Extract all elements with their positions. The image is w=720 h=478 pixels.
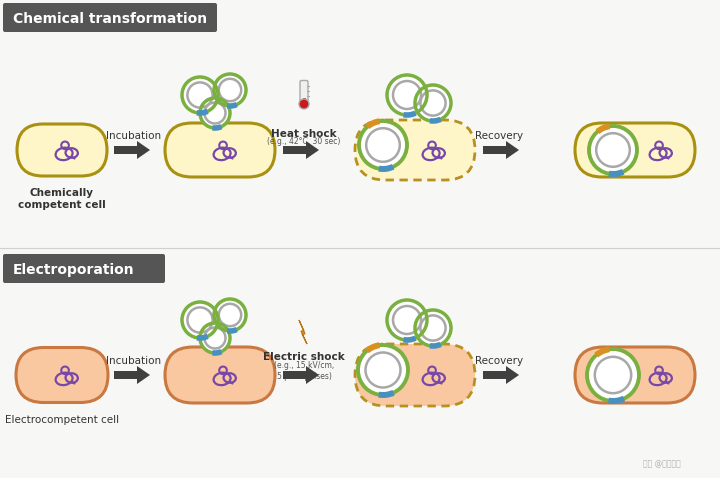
Text: Incubation: Incubation bbox=[107, 356, 161, 366]
Circle shape bbox=[359, 121, 407, 169]
Circle shape bbox=[299, 99, 309, 109]
Circle shape bbox=[219, 304, 241, 326]
Text: Recovery: Recovery bbox=[475, 356, 523, 366]
FancyBboxPatch shape bbox=[300, 80, 308, 104]
FancyBboxPatch shape bbox=[3, 3, 217, 32]
Circle shape bbox=[420, 90, 446, 116]
Polygon shape bbox=[283, 141, 319, 159]
Polygon shape bbox=[483, 141, 519, 159]
Circle shape bbox=[366, 352, 400, 388]
Circle shape bbox=[420, 315, 446, 341]
FancyBboxPatch shape bbox=[16, 348, 108, 402]
FancyBboxPatch shape bbox=[165, 347, 275, 403]
Circle shape bbox=[204, 102, 225, 123]
Polygon shape bbox=[114, 366, 150, 384]
Circle shape bbox=[393, 306, 421, 334]
Text: Recovery: Recovery bbox=[475, 131, 523, 141]
Circle shape bbox=[415, 85, 451, 121]
FancyBboxPatch shape bbox=[575, 347, 695, 403]
Circle shape bbox=[187, 307, 212, 333]
Text: 知乎 @红烧大海: 知乎 @红烧大海 bbox=[643, 459, 681, 468]
FancyBboxPatch shape bbox=[165, 123, 275, 177]
Polygon shape bbox=[483, 366, 519, 384]
Circle shape bbox=[595, 357, 631, 393]
Text: Electrocompetent cell: Electrocompetent cell bbox=[5, 415, 119, 425]
Circle shape bbox=[182, 77, 218, 113]
Circle shape bbox=[387, 75, 427, 115]
FancyBboxPatch shape bbox=[355, 120, 475, 180]
Circle shape bbox=[589, 126, 637, 174]
Text: (e.g., 15 kV/cm,
5 μsec pulses): (e.g., 15 kV/cm, 5 μsec pulses) bbox=[274, 361, 334, 380]
Circle shape bbox=[200, 323, 230, 353]
Circle shape bbox=[214, 74, 246, 106]
Text: Electric shock: Electric shock bbox=[263, 352, 345, 362]
Circle shape bbox=[187, 82, 212, 108]
Polygon shape bbox=[114, 141, 150, 159]
FancyBboxPatch shape bbox=[355, 344, 475, 406]
Circle shape bbox=[214, 299, 246, 331]
Circle shape bbox=[200, 98, 230, 128]
Circle shape bbox=[587, 349, 639, 401]
Circle shape bbox=[358, 345, 408, 395]
Text: Chemically
competent cell: Chemically competent cell bbox=[18, 188, 106, 209]
Circle shape bbox=[219, 79, 241, 101]
Bar bbox=[302, 98, 305, 103]
Circle shape bbox=[182, 302, 218, 338]
FancyBboxPatch shape bbox=[575, 123, 695, 177]
Text: Chemical transformation: Chemical transformation bbox=[13, 12, 207, 26]
Text: Electroporation: Electroporation bbox=[13, 263, 135, 277]
Circle shape bbox=[393, 81, 421, 109]
Text: (e.g., 42°C, 30 sec): (e.g., 42°C, 30 sec) bbox=[267, 138, 341, 146]
Polygon shape bbox=[283, 366, 319, 384]
Circle shape bbox=[415, 310, 451, 346]
Circle shape bbox=[366, 128, 400, 162]
Text: Incubation: Incubation bbox=[107, 131, 161, 141]
Circle shape bbox=[596, 133, 630, 167]
FancyBboxPatch shape bbox=[17, 124, 107, 176]
Polygon shape bbox=[299, 320, 307, 344]
Circle shape bbox=[387, 300, 427, 340]
Text: Heat shock: Heat shock bbox=[271, 129, 337, 139]
FancyBboxPatch shape bbox=[3, 254, 165, 283]
Circle shape bbox=[204, 327, 225, 348]
